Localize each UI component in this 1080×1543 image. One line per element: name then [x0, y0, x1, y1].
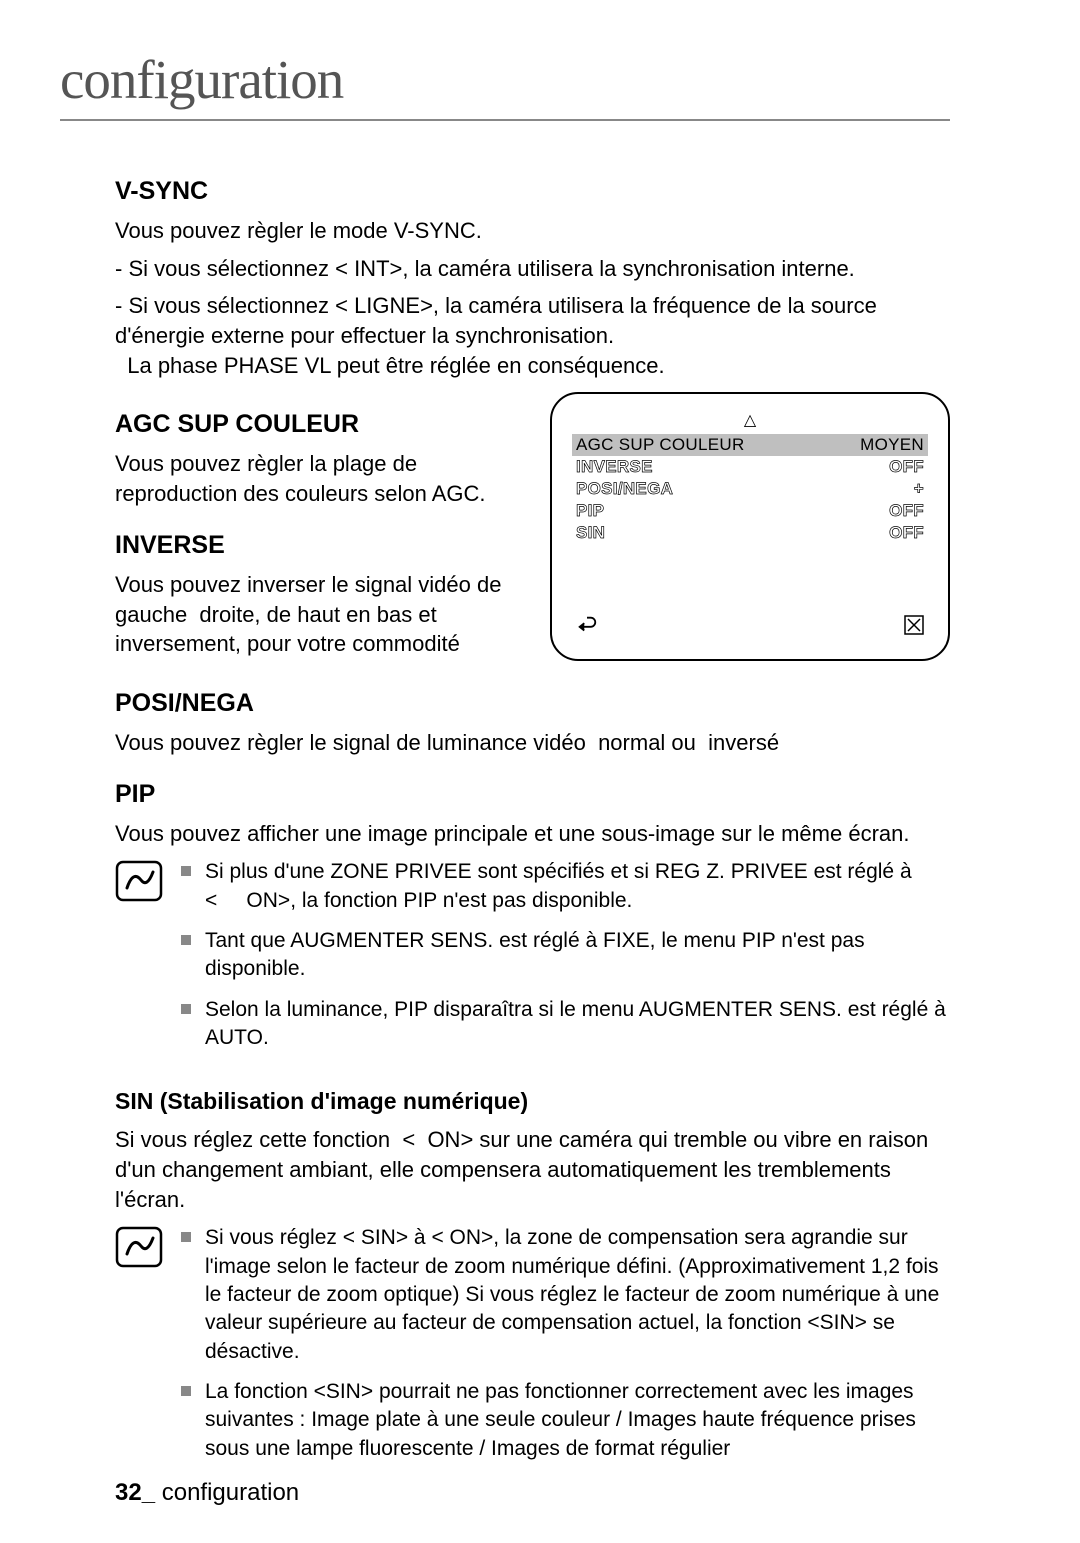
list-item: Si vous réglez < SIN> à < ON>, la zone d…	[181, 1224, 950, 1366]
vsync-ligne-b: La phase PHASE VL peut être réglée en co…	[127, 353, 664, 378]
menu-row-agc: AGC SUP COULEUR MOYEN	[572, 434, 928, 456]
heading-agc: AGC SUP COULEUR	[115, 410, 520, 439]
back-icon	[576, 614, 598, 641]
page-footer: 32_ configuration	[115, 1479, 299, 1507]
vsync-int: - Si vous sélectionnez < INT>, la caméra…	[115, 254, 950, 284]
menu-row-sin: SIN OFF	[572, 522, 928, 544]
bullet-icon	[181, 935, 191, 945]
note-text: Si plus d'une ZONE PRIVEE sont spécifiés…	[205, 858, 950, 915]
page-title: configuration	[60, 48, 950, 121]
pip-notes: Si plus d'une ZONE PRIVEE sont spécifiés…	[181, 858, 950, 1064]
menu-value: MOYEN	[860, 435, 924, 455]
osd-menu: △ AGC SUP COULEUR MOYEN INVERSE OFF POSI…	[550, 392, 950, 661]
content-area: V-SYNC Vous pouvez règler le mode V-SYNC…	[115, 155, 950, 1475]
vsync-ligne: - Si vous sélectionnez < LIGNE>, la camé…	[115, 291, 950, 380]
menu-row-posinega: POSI/NEGA +	[572, 478, 928, 500]
vsync-intro: Vous pouvez règler le mode V-SYNC.	[115, 216, 950, 246]
heading-inverse: INVERSE	[115, 531, 520, 560]
menu-label: POSI/NEGA	[576, 479, 673, 499]
note-text: La fonction <SIN> pourrait ne pas foncti…	[205, 1378, 950, 1463]
menu-up-arrow: △	[572, 410, 928, 430]
bullet-icon	[181, 1232, 191, 1242]
menu-label: AGC SUP COULEUR	[576, 435, 745, 455]
menu-value: OFF	[889, 501, 924, 521]
inverse-text: Vous pouvez inverser le signal vidéo de …	[115, 570, 520, 659]
sin-text: Si vous réglez cette fonction < ON> sur …	[115, 1125, 950, 1214]
heading-pip: PIP	[115, 780, 950, 809]
menu-value: OFF	[889, 523, 924, 543]
note-icon	[115, 1226, 163, 1273]
heading-sin: SIN (Stabilisation d'image numérique)	[115, 1088, 950, 1115]
bullet-icon	[181, 866, 191, 876]
note-text: Selon la luminance, PIP disparaîtra si l…	[205, 996, 950, 1053]
posinega-text: Vous pouvez règler le signal de luminanc…	[115, 728, 950, 758]
menu-label: PIP	[576, 501, 604, 521]
page-number: 32_	[115, 1479, 155, 1506]
vsync-ligne-a: - Si vous sélectionnez < LIGNE>, la camé…	[115, 293, 877, 348]
bullet-icon	[181, 1386, 191, 1396]
footer-label: configuration	[155, 1479, 299, 1506]
heading-vsync: V-SYNC	[115, 177, 950, 206]
menu-value: OFF	[889, 457, 924, 477]
menu-value: +	[914, 479, 924, 499]
menu-row-inverse: INVERSE OFF	[572, 456, 928, 478]
bullet-icon	[181, 1004, 191, 1014]
list-item: La fonction <SIN> pourrait ne pas foncti…	[181, 1378, 950, 1463]
menu-row-pip: PIP OFF	[572, 500, 928, 522]
pip-text: Vous pouvez afficher une image principal…	[115, 819, 950, 849]
sin-notes: Si vous réglez < SIN> à < ON>, la zone d…	[181, 1224, 950, 1475]
agc-text: Vous pouvez règler la plage de reproduct…	[115, 449, 520, 508]
note-text: Tant que AUGMENTER SENS. est réglé à FIX…	[205, 927, 950, 984]
menu-label: SIN	[576, 523, 605, 543]
list-item: Tant que AUGMENTER SENS. est réglé à FIX…	[181, 927, 950, 984]
list-item: Si plus d'une ZONE PRIVEE sont spécifiés…	[181, 858, 950, 915]
list-item: Selon la luminance, PIP disparaîtra si l…	[181, 996, 950, 1053]
menu-label: INVERSE	[576, 457, 653, 477]
note-text: Si vous réglez < SIN> à < ON>, la zone d…	[205, 1224, 950, 1366]
heading-posinega: POSI/NEGA	[115, 689, 950, 718]
note-icon	[115, 860, 163, 907]
close-icon	[904, 615, 924, 640]
